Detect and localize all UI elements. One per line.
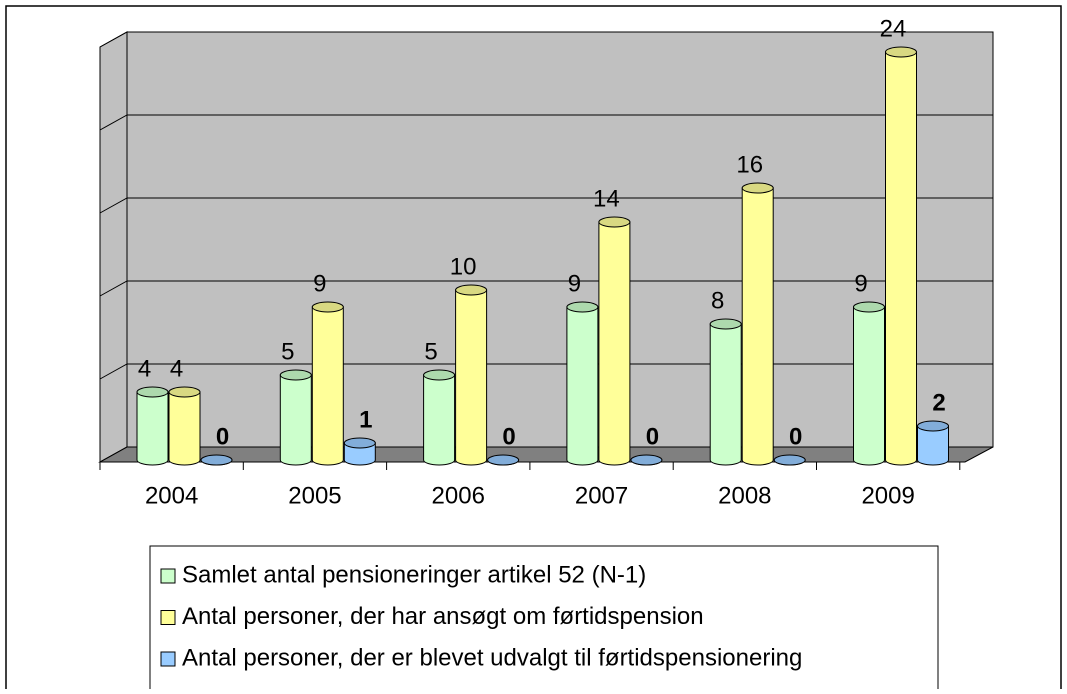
data-label: 0 bbox=[502, 423, 515, 450]
bar-top bbox=[598, 216, 631, 228]
data-label: 5 bbox=[424, 338, 437, 365]
grid-line bbox=[99, 197, 993, 214]
data-label: 10 bbox=[450, 253, 477, 280]
side-wall bbox=[99, 31, 128, 463]
bar bbox=[136, 386, 169, 466]
bar-body bbox=[136, 391, 169, 466]
data-label: 9 bbox=[568, 270, 581, 297]
bar bbox=[566, 301, 599, 466]
legend-label: Antal personer, der har ansøgt om førtid… bbox=[182, 603, 704, 630]
bar bbox=[279, 369, 312, 466]
data-label: 0 bbox=[789, 423, 802, 450]
bar bbox=[423, 369, 456, 466]
data-label: 9 bbox=[854, 270, 867, 297]
bar-top bbox=[566, 301, 599, 313]
legend-swatch bbox=[160, 568, 176, 584]
bar bbox=[200, 454, 233, 466]
bar-top bbox=[487, 454, 520, 466]
bar bbox=[741, 182, 774, 466]
bar-body bbox=[853, 306, 885, 466]
x-tick-label: 2009 bbox=[861, 482, 914, 509]
legend-swatch bbox=[160, 610, 176, 625]
legend-label: Samlet antal pensioneringer artikel 52 (… bbox=[182, 561, 646, 588]
grid-line bbox=[99, 31, 993, 48]
x-tick-label: 2006 bbox=[432, 482, 485, 509]
bar-body bbox=[455, 289, 488, 466]
bar-top bbox=[200, 454, 233, 466]
bar bbox=[487, 454, 520, 466]
bar-body bbox=[311, 306, 344, 466]
legend-label: Antal personer, der er blevet udvalgt ti… bbox=[182, 644, 802, 671]
bar bbox=[853, 301, 885, 466]
bar-top bbox=[853, 301, 885, 313]
grid-line bbox=[99, 280, 993, 297]
bar bbox=[168, 386, 201, 466]
bar-body bbox=[885, 51, 917, 466]
bar-top bbox=[343, 437, 376, 449]
bar-body bbox=[917, 425, 949, 466]
data-label: 2 bbox=[932, 389, 945, 416]
x-tick-label: 2005 bbox=[288, 482, 341, 509]
data-label: 4 bbox=[170, 355, 183, 382]
data-label: 5 bbox=[281, 338, 294, 365]
bar bbox=[709, 318, 742, 466]
bar-top bbox=[455, 284, 488, 296]
bar-body bbox=[343, 442, 376, 466]
x-tick-label: 2004 bbox=[145, 482, 198, 509]
data-label: 0 bbox=[216, 423, 229, 450]
data-label: 16 bbox=[736, 151, 763, 178]
bar bbox=[917, 420, 949, 466]
bar-body bbox=[279, 374, 312, 466]
bar-top bbox=[773, 454, 806, 466]
bar bbox=[343, 437, 376, 466]
grid-line bbox=[99, 446, 993, 463]
data-label: 24 bbox=[880, 15, 907, 42]
bar-top bbox=[741, 182, 774, 194]
data-label: 4 bbox=[138, 355, 151, 382]
bar-top bbox=[630, 454, 663, 466]
bar bbox=[598, 216, 631, 466]
bar-top bbox=[279, 369, 312, 381]
bar bbox=[773, 454, 806, 466]
x-tick-label: 2008 bbox=[718, 482, 771, 509]
bar-top bbox=[311, 301, 344, 313]
bar-body bbox=[566, 306, 599, 466]
data-label: 1 bbox=[359, 406, 372, 433]
bar-top bbox=[917, 420, 949, 432]
bar-body bbox=[741, 187, 774, 466]
bar-top bbox=[423, 369, 456, 381]
bar-top bbox=[885, 46, 917, 58]
grid-line bbox=[99, 363, 993, 380]
bar-top bbox=[136, 386, 169, 398]
grid-line bbox=[99, 114, 993, 131]
bar-top bbox=[709, 318, 742, 330]
bar bbox=[885, 46, 917, 466]
bar-body bbox=[598, 221, 631, 466]
bar bbox=[630, 454, 663, 466]
bar bbox=[455, 284, 488, 466]
legend bbox=[149, 545, 939, 694]
bar-top bbox=[168, 386, 201, 398]
data-label: 0 bbox=[646, 423, 659, 450]
bar-body bbox=[168, 391, 201, 466]
data-label: 9 bbox=[313, 270, 326, 297]
data-label: 14 bbox=[593, 185, 620, 212]
bar-body bbox=[709, 323, 742, 466]
data-label: 8 bbox=[711, 287, 724, 314]
bar bbox=[311, 301, 344, 466]
legend-swatch bbox=[160, 651, 176, 667]
x-tick-label: 2007 bbox=[575, 482, 628, 509]
bar-body bbox=[423, 374, 456, 466]
